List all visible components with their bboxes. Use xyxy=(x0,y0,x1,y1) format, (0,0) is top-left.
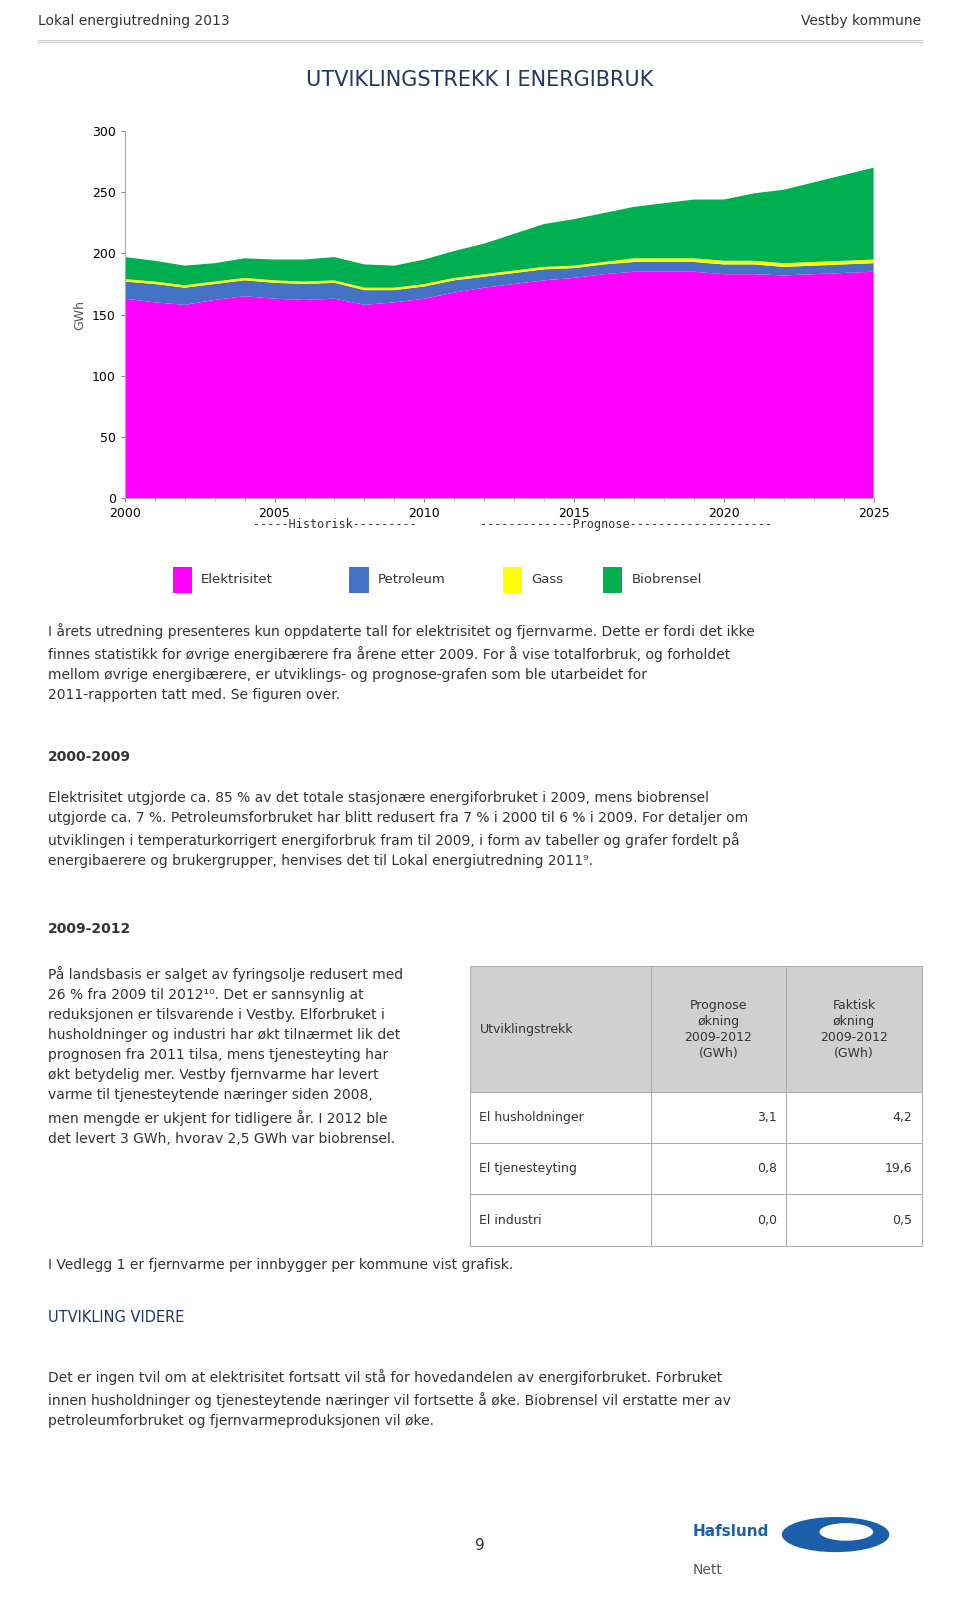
Bar xyxy=(349,567,369,592)
Text: 2009-2012: 2009-2012 xyxy=(48,921,132,936)
Text: 19,6: 19,6 xyxy=(885,1163,913,1175)
FancyBboxPatch shape xyxy=(786,1143,922,1195)
Text: Lokal energiutredning 2013: Lokal energiutredning 2013 xyxy=(38,14,230,27)
Text: I årets utredning presenteres kun oppdaterte tall for elektrisitet og fjernvarme: I årets utredning presenteres kun oppdat… xyxy=(48,623,755,703)
Bar xyxy=(503,567,522,592)
FancyBboxPatch shape xyxy=(786,1195,922,1246)
Text: El industri: El industri xyxy=(479,1214,542,1226)
Text: Det er ingen tvil om at elektrisitet fortsatt vil stå for hovedandelen av energi: Det er ingen tvil om at elektrisitet for… xyxy=(48,1369,731,1428)
Text: 9: 9 xyxy=(475,1538,485,1552)
Text: El tjenesteyting: El tjenesteyting xyxy=(479,1163,577,1175)
Text: UTVIKLINGSTREKK I ENERGIBRUK: UTVIKLINGSTREKK I ENERGIBRUK xyxy=(306,70,654,89)
Text: Gass: Gass xyxy=(532,573,564,586)
Y-axis label: GWh: GWh xyxy=(73,300,86,329)
Circle shape xyxy=(781,1517,889,1552)
Text: I Vedlegg 1 er fjernvarme per innbygger per kommune vist grafisk.: I Vedlegg 1 er fjernvarme per innbygger … xyxy=(48,1258,514,1271)
Text: 4,2: 4,2 xyxy=(893,1112,913,1124)
Text: 0,0: 0,0 xyxy=(757,1214,778,1226)
Text: Faktisk
økning
2009-2012
(GWh): Faktisk økning 2009-2012 (GWh) xyxy=(820,998,888,1059)
Text: -----Historisk---------: -----Historisk--------- xyxy=(252,517,417,530)
Text: 2000-2009: 2000-2009 xyxy=(48,751,131,763)
FancyBboxPatch shape xyxy=(786,966,922,1092)
Text: 0,8: 0,8 xyxy=(757,1163,778,1175)
FancyBboxPatch shape xyxy=(470,1143,651,1195)
Text: Prognose
økning
2009-2012
(GWh): Prognose økning 2009-2012 (GWh) xyxy=(684,998,753,1059)
Bar xyxy=(173,567,192,592)
Text: På landsbasis er salget av fyringsolje redusert med
26 % fra 2009 til 2012¹⁰. De: På landsbasis er salget av fyringsolje r… xyxy=(48,966,403,1145)
Text: Biobrensel: Biobrensel xyxy=(632,573,702,586)
FancyBboxPatch shape xyxy=(470,1092,651,1143)
Text: 0,5: 0,5 xyxy=(893,1214,913,1226)
FancyBboxPatch shape xyxy=(786,1092,922,1143)
FancyBboxPatch shape xyxy=(651,1143,786,1195)
Bar xyxy=(603,567,622,592)
Text: Utviklingstrekk: Utviklingstrekk xyxy=(479,1022,573,1035)
Circle shape xyxy=(820,1524,874,1541)
Text: Elektrisitet utgjorde ca. 85 % av det totale stasjonære energiforbruket i 2009, : Elektrisitet utgjorde ca. 85 % av det to… xyxy=(48,791,748,867)
FancyBboxPatch shape xyxy=(651,1092,786,1143)
Text: Nett: Nett xyxy=(693,1563,723,1576)
Text: Hafslund: Hafslund xyxy=(693,1525,770,1540)
Text: El husholdninger: El husholdninger xyxy=(479,1112,585,1124)
Text: Vestby kommune: Vestby kommune xyxy=(802,14,922,27)
FancyBboxPatch shape xyxy=(651,966,786,1092)
Text: Elektrisitet: Elektrisitet xyxy=(202,573,273,586)
FancyBboxPatch shape xyxy=(470,1195,651,1246)
FancyBboxPatch shape xyxy=(470,966,651,1092)
FancyBboxPatch shape xyxy=(651,1195,786,1246)
Text: Petroleum: Petroleum xyxy=(378,573,445,586)
Text: UTVIKLING VIDERE: UTVIKLING VIDERE xyxy=(48,1310,184,1326)
Text: 3,1: 3,1 xyxy=(757,1112,778,1124)
Text: -------------Prognose--------------------: -------------Prognose-------------------… xyxy=(480,517,773,530)
